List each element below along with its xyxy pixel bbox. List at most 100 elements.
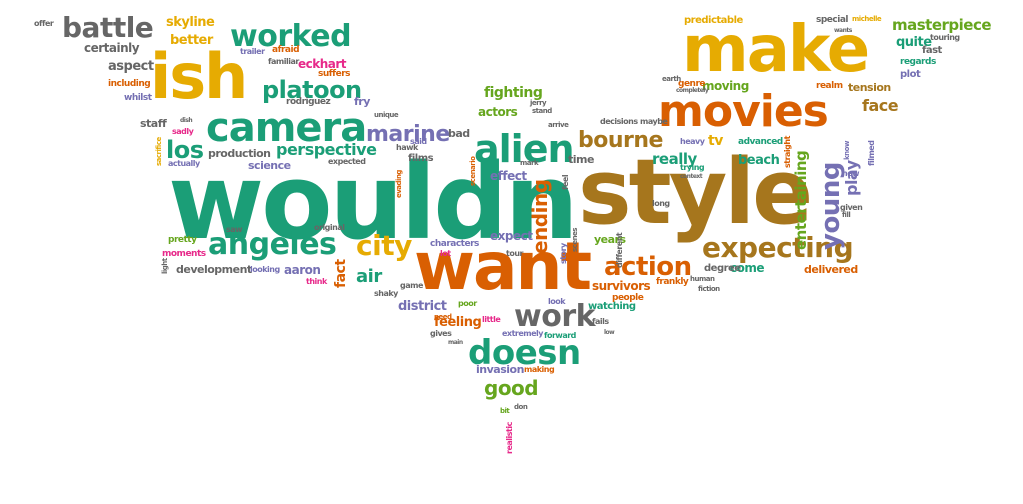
word: city — [356, 229, 412, 262]
word: los — [166, 136, 204, 164]
word: quite — [896, 35, 932, 50]
word: long — [652, 199, 670, 208]
word: better — [170, 33, 213, 48]
word: moving — [702, 79, 749, 93]
word: expect — [490, 229, 533, 243]
word: original — [314, 223, 345, 232]
word: scenes — [571, 228, 579, 252]
word: making — [524, 365, 555, 374]
word: science — [248, 159, 291, 172]
word: rodriguez — [286, 97, 331, 107]
word: saw — [226, 225, 243, 234]
word: actors — [478, 105, 518, 119]
word: worked — [230, 19, 352, 54]
word: characters — [430, 239, 479, 249]
word: aspect — [108, 59, 154, 74]
word: actually — [168, 159, 200, 168]
word: expecting — [702, 231, 854, 264]
word: entertaining — [792, 150, 810, 250]
word: air — [356, 266, 382, 287]
word: marine — [366, 122, 450, 147]
word: looking — [250, 265, 280, 274]
word: said — [410, 137, 427, 146]
word: stand — [532, 107, 552, 115]
word: given — [840, 203, 863, 212]
word: wants — [834, 27, 852, 34]
word: lot — [440, 249, 451, 258]
word: fighting — [484, 85, 543, 101]
word: expected — [328, 157, 366, 166]
word: beach — [738, 153, 780, 168]
word: frankly — [656, 277, 689, 287]
word: want — [414, 228, 592, 305]
word: platoon — [262, 76, 362, 104]
word: genre — [678, 79, 706, 89]
word: little — [482, 315, 501, 324]
word: production — [208, 147, 271, 160]
word: years — [594, 233, 626, 246]
word: predictable — [684, 15, 743, 26]
word: battle — [62, 11, 154, 44]
word: touring — [930, 33, 960, 42]
word: don — [514, 403, 528, 411]
word: eckhart — [298, 57, 347, 71]
word: hawk — [396, 143, 418, 152]
word: bad — [448, 127, 470, 140]
word: context — [680, 173, 703, 180]
word: style — [578, 140, 813, 245]
word: aaron — [284, 263, 321, 277]
word: feeling — [434, 315, 482, 330]
word: alien — [474, 127, 575, 171]
word: scenario — [469, 156, 477, 186]
word: extremely — [502, 329, 544, 338]
word: fails — [592, 317, 609, 326]
word: different — [615, 232, 624, 268]
word: special — [816, 15, 848, 25]
word: action — [604, 252, 692, 282]
word: poor — [458, 299, 477, 308]
word: make — [682, 13, 870, 87]
word: need — [434, 313, 452, 321]
word: dish — [180, 117, 193, 124]
word: survivors — [592, 279, 651, 293]
word: earth — [662, 75, 681, 83]
word: afraid — [272, 45, 300, 55]
word: come — [730, 261, 765, 275]
word: look — [548, 297, 566, 306]
word: skyline — [166, 15, 215, 30]
word: good — [484, 376, 539, 400]
word: watching — [588, 301, 636, 312]
word: bourne — [578, 128, 663, 153]
word: whilst — [124, 93, 152, 103]
word: straight — [783, 136, 792, 168]
word: know — [843, 141, 851, 160]
word: effect — [490, 169, 527, 183]
word: evading — [395, 170, 403, 198]
word: face — [862, 96, 899, 115]
word: tv — [708, 133, 723, 149]
word: forward — [544, 331, 576, 340]
word: sacrifice — [155, 137, 163, 166]
word: trailer — [240, 47, 265, 56]
word: staff — [140, 117, 167, 130]
word: perspective — [276, 140, 377, 159]
word: think — [306, 277, 327, 286]
word: fiction — [698, 285, 720, 293]
word: advanced — [738, 137, 783, 147]
word: realistic — [505, 422, 514, 454]
word: mark — [520, 159, 539, 167]
word: camera — [206, 105, 367, 151]
word: plot — [900, 69, 921, 80]
word: fill — [842, 211, 851, 219]
word: bit — [500, 407, 510, 415]
word: trying — [680, 163, 705, 172]
word: arrive — [548, 121, 569, 129]
word: main — [448, 339, 463, 346]
word: including — [108, 79, 151, 89]
word: films — [408, 153, 434, 164]
word: district — [398, 299, 447, 314]
word: fast — [922, 45, 942, 56]
word: heavy — [680, 137, 705, 146]
word: feel — [561, 174, 570, 190]
